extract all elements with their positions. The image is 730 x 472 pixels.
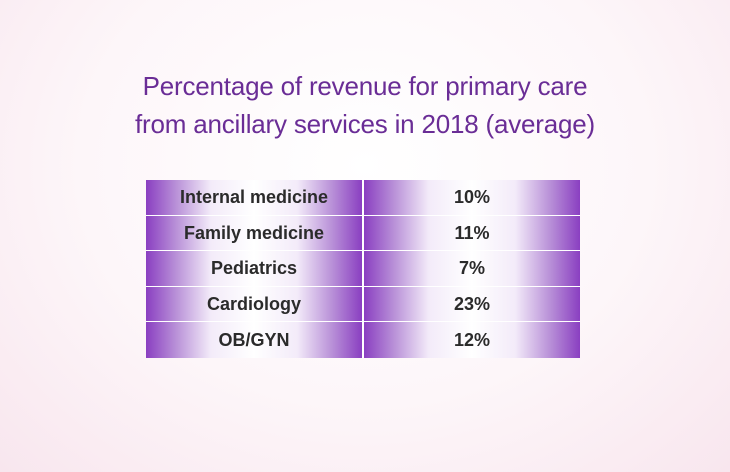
revenue-table: Internal medicine 10% Family medicine 11… xyxy=(146,180,580,358)
chart-title: Percentage of revenue for primary care f… xyxy=(0,67,730,143)
row-value: 23% xyxy=(362,286,580,323)
table-row: Family medicine 11% xyxy=(146,215,580,252)
row-label: Pediatrics xyxy=(146,251,362,287)
row-label: Internal medicine xyxy=(146,180,362,216)
row-label: OB/GYN xyxy=(146,322,362,358)
chart-title-line-2: from ancillary services in 2018 (average… xyxy=(135,109,595,139)
table-row: Pediatrics 7% xyxy=(146,251,580,287)
row-value: 12% xyxy=(362,322,580,358)
row-value: 10% xyxy=(362,180,580,216)
table-row: Internal medicine 10% xyxy=(146,180,580,216)
table-row: Cardiology 23% xyxy=(146,286,580,323)
row-label: Family medicine xyxy=(146,215,362,252)
chart-title-line-1: Percentage of revenue for primary care xyxy=(142,71,588,101)
table-row: OB/GYN 12% xyxy=(146,322,580,358)
row-value: 7% xyxy=(362,251,580,287)
row-value: 11% xyxy=(362,215,580,252)
row-label: Cardiology xyxy=(146,286,362,323)
